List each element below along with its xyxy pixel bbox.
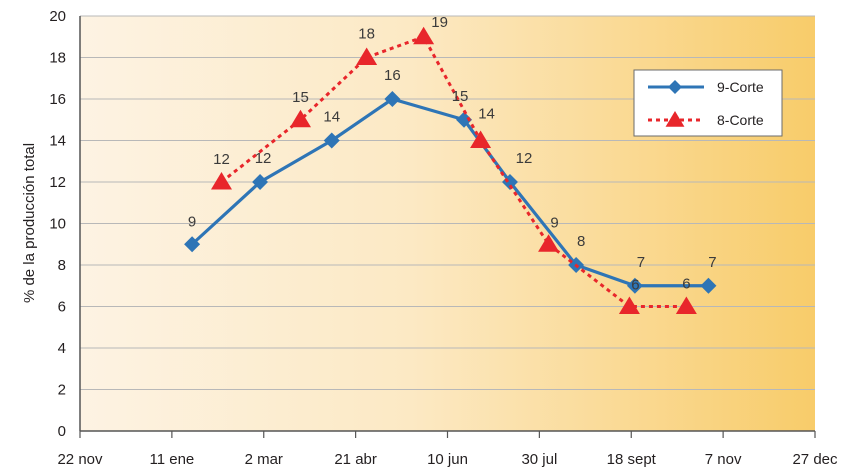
y-tick-label: 18 [49,50,66,67]
data-label: 19 [431,14,448,31]
x-tick-label: 2 mar [245,451,283,468]
x-tick-label: 22 nov [57,451,103,468]
legend-label: 9-Corte [717,79,764,95]
marker-triangle [675,296,697,314]
y-tick-label: 8 [58,257,66,274]
data-label: 8 [577,233,585,250]
data-label: 9 [188,213,196,230]
marker-triangle [618,296,640,314]
y-tick-label: 2 [58,382,66,399]
data-label: 12 [255,150,272,167]
marker-diamond [384,91,401,107]
y-tick-label: 12 [49,174,66,191]
x-tick-label: 21 abr [334,451,377,468]
y-tick-label: 16 [49,91,66,108]
series-line-1 [220,35,687,308]
marker-triangle [356,47,378,65]
x-tick-label: 18 sept [607,451,657,468]
y-tick-label: 6 [58,299,66,316]
x-tick-label: 7 nov [705,451,742,468]
data-label: 14 [478,106,495,123]
marker-triangle [210,172,232,190]
data-label: 15 [452,88,469,105]
data-label: 18 [358,26,375,43]
data-label: 12 [516,150,533,167]
marker-diamond [626,277,643,294]
marker-triangle [538,234,560,252]
y-tick-label: 10 [49,216,66,233]
data-label: 7 [637,254,645,271]
data-label: 15 [292,89,309,106]
legend-label: 8-Corte [717,112,764,128]
data-label: 6 [682,276,690,293]
data-labels: 9 12 14 16 15 12 8 7 7 12 15 18 19 14 9 6 6 [188,14,717,294]
marker-diamond [323,132,340,149]
marker-diamond [184,236,201,253]
marker-diamond [501,174,518,190]
data-label: 7 [708,254,716,271]
x-tick-label: 10 jun [427,451,468,468]
data-label: 12 [213,151,230,168]
marker-diamond [700,277,717,294]
series [184,26,717,314]
marker-diamond [456,111,473,128]
legend-marker-diamond [668,80,682,94]
legend-box [633,69,783,137]
marker-triangle [470,130,492,148]
legend-marker-triangle [665,111,685,127]
marker-triangle [290,109,311,128]
marker-diamond [252,174,269,190]
axes: 0 2 4 6 8 10 12 14 16 18 20 22 nov 11 ene 2 mar 21 abr… [49,8,838,468]
y-tick-label: 0 [58,423,66,440]
legend: 9-Corte 8-Corte [633,69,783,137]
x-tick-label: 30 jul [521,451,557,468]
marker-triangle [413,26,435,45]
y-tick-label: 14 [49,133,66,150]
y-axis-title: % de la producción total [21,143,38,303]
y-tick-label: 20 [49,8,66,25]
y-tick-label: 4 [58,340,66,357]
x-tick-label: 27 dec [792,451,838,468]
data-label: 14 [323,109,340,126]
gridlines [80,15,815,390]
data-label: 6 [631,277,639,294]
x-tick-label: 11 ene [149,451,194,468]
data-label: 9 [550,214,558,231]
data-label: 16 [384,67,401,84]
